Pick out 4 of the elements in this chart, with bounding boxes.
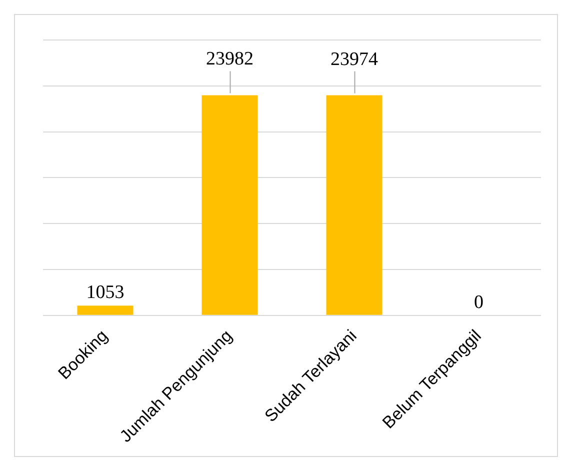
- data-label: 1053: [86, 282, 124, 304]
- data-label: 0: [474, 292, 484, 313]
- data-label: 23974: [330, 48, 378, 70]
- data-label: 23982: [206, 48, 254, 70]
